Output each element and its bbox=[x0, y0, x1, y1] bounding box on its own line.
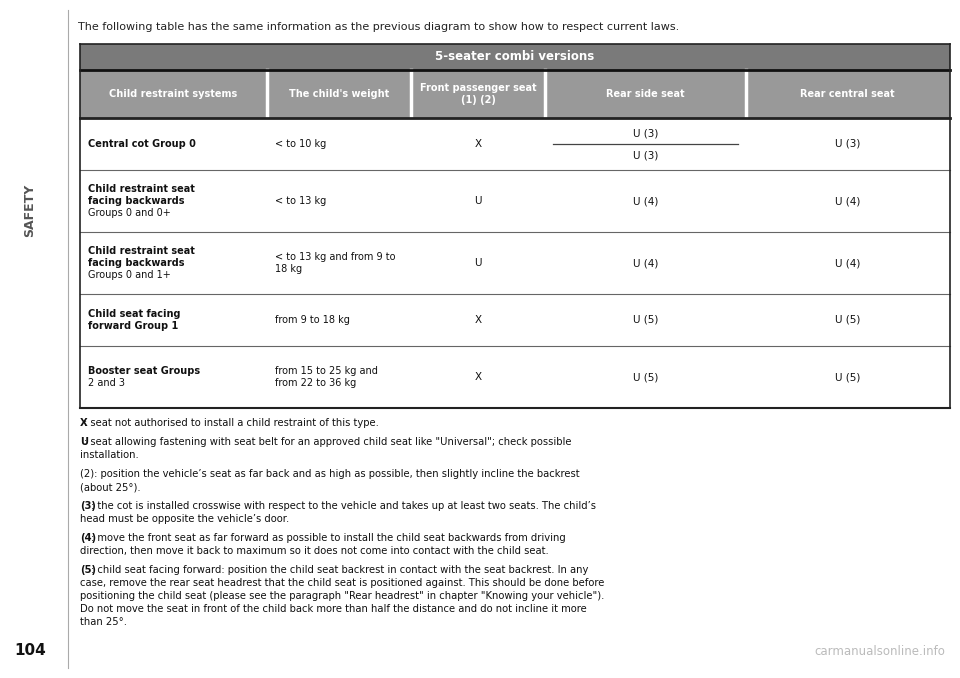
Text: Child restraint seat: Child restraint seat bbox=[88, 247, 195, 256]
Text: facing backwards: facing backwards bbox=[88, 196, 184, 206]
Text: U: U bbox=[474, 196, 482, 206]
Text: 2 and 3: 2 and 3 bbox=[88, 378, 125, 388]
Text: The child's weight: The child's weight bbox=[289, 89, 389, 99]
Text: X: X bbox=[474, 372, 482, 382]
Bar bbox=[80, 44, 950, 70]
Text: U (5): U (5) bbox=[835, 372, 860, 382]
Text: head must be opposite the vehicle’s door.: head must be opposite the vehicle’s door… bbox=[80, 514, 289, 524]
Text: direction, then move it back to maximum so it does not come into contact with th: direction, then move it back to maximum … bbox=[80, 546, 549, 556]
Text: Do not move the seat in front of the child back more than half the distance and : Do not move the seat in front of the chi… bbox=[80, 604, 587, 614]
Text: Groups 0 and 1+: Groups 0 and 1+ bbox=[88, 269, 171, 279]
Text: U (4): U (4) bbox=[835, 258, 860, 268]
Text: Central cot Group 0: Central cot Group 0 bbox=[88, 139, 196, 149]
Text: U (4): U (4) bbox=[633, 258, 659, 268]
Text: than 25°.: than 25°. bbox=[80, 617, 127, 627]
Text: X: X bbox=[474, 139, 482, 149]
Text: < to 13 kg and from 9 to: < to 13 kg and from 9 to bbox=[276, 252, 396, 262]
Text: X: X bbox=[474, 315, 482, 325]
Text: Booster seat Groups: Booster seat Groups bbox=[88, 366, 200, 376]
Text: from 9 to 18 kg: from 9 to 18 kg bbox=[276, 315, 350, 325]
Text: 5-seater combi versions: 5-seater combi versions bbox=[436, 50, 594, 64]
Text: forward Group 1: forward Group 1 bbox=[88, 321, 179, 331]
Text: < to 13 kg: < to 13 kg bbox=[276, 196, 326, 206]
Text: < to 10 kg: < to 10 kg bbox=[276, 139, 326, 149]
Text: The following table has the same information as the previous diagram to show how: The following table has the same informa… bbox=[78, 22, 680, 32]
Text: U: U bbox=[80, 437, 88, 447]
Text: from 15 to 25 kg and: from 15 to 25 kg and bbox=[276, 366, 378, 376]
Text: U (5): U (5) bbox=[633, 315, 659, 325]
Text: Groups 0 and 0+: Groups 0 and 0+ bbox=[88, 207, 171, 218]
Text: U (4): U (4) bbox=[835, 196, 860, 206]
Text: U (4): U (4) bbox=[633, 196, 659, 206]
Text: from 22 to 36 kg: from 22 to 36 kg bbox=[276, 378, 356, 388]
Text: Child restraint systems: Child restraint systems bbox=[109, 89, 238, 99]
Text: (5): (5) bbox=[80, 565, 96, 575]
Bar bbox=[80, 70, 950, 118]
Text: SAFETY: SAFETY bbox=[23, 183, 36, 237]
Text: U (5): U (5) bbox=[633, 372, 659, 382]
Text: Rear side seat: Rear side seat bbox=[606, 89, 684, 99]
Text: : move the front seat as far forward as possible to install the child seat backw: : move the front seat as far forward as … bbox=[91, 533, 566, 543]
Text: facing backwards: facing backwards bbox=[88, 258, 184, 268]
Text: case, remove the rear seat headrest that the child seat is positioned against. T: case, remove the rear seat headrest that… bbox=[80, 578, 605, 588]
Text: 104: 104 bbox=[14, 643, 46, 658]
Text: installation.: installation. bbox=[80, 450, 139, 460]
Text: 18 kg: 18 kg bbox=[276, 264, 302, 274]
Text: X: X bbox=[80, 418, 87, 428]
Text: U (3): U (3) bbox=[835, 139, 860, 149]
Text: Child seat facing: Child seat facing bbox=[88, 309, 180, 319]
Text: Child restraint seat: Child restraint seat bbox=[88, 184, 195, 195]
Text: : seat allowing fastening with seat belt for an approved child seat like "Univer: : seat allowing fastening with seat belt… bbox=[84, 437, 571, 447]
Text: Front passenger seat
(1) (2): Front passenger seat (1) (2) bbox=[420, 83, 537, 105]
Text: (3): (3) bbox=[80, 501, 96, 511]
Text: carmanualsonline.info: carmanualsonline.info bbox=[814, 645, 945, 658]
Text: U (3): U (3) bbox=[633, 150, 659, 160]
Text: U (3): U (3) bbox=[633, 128, 659, 138]
Text: (about 25°).: (about 25°). bbox=[80, 482, 140, 492]
Text: : the cot is installed crosswise with respect to the vehicle and takes up at lea: : the cot is installed crosswise with re… bbox=[91, 501, 596, 511]
Text: (2): position the vehicle’s seat as far back and as high as possible, then sligh: (2): position the vehicle’s seat as far … bbox=[80, 469, 580, 479]
Text: Rear central seat: Rear central seat bbox=[801, 89, 895, 99]
Text: (4): (4) bbox=[80, 533, 96, 543]
Text: U (5): U (5) bbox=[835, 315, 860, 325]
Text: U: U bbox=[474, 258, 482, 268]
Text: : child seat facing forward: position the child seat backrest in contact with th: : child seat facing forward: position th… bbox=[91, 565, 588, 575]
Text: positioning the child seat (please see the paragraph "Rear headrest" in chapter : positioning the child seat (please see t… bbox=[80, 591, 605, 601]
Text: : seat not authorised to install a child restraint of this type.: : seat not authorised to install a child… bbox=[84, 418, 378, 428]
